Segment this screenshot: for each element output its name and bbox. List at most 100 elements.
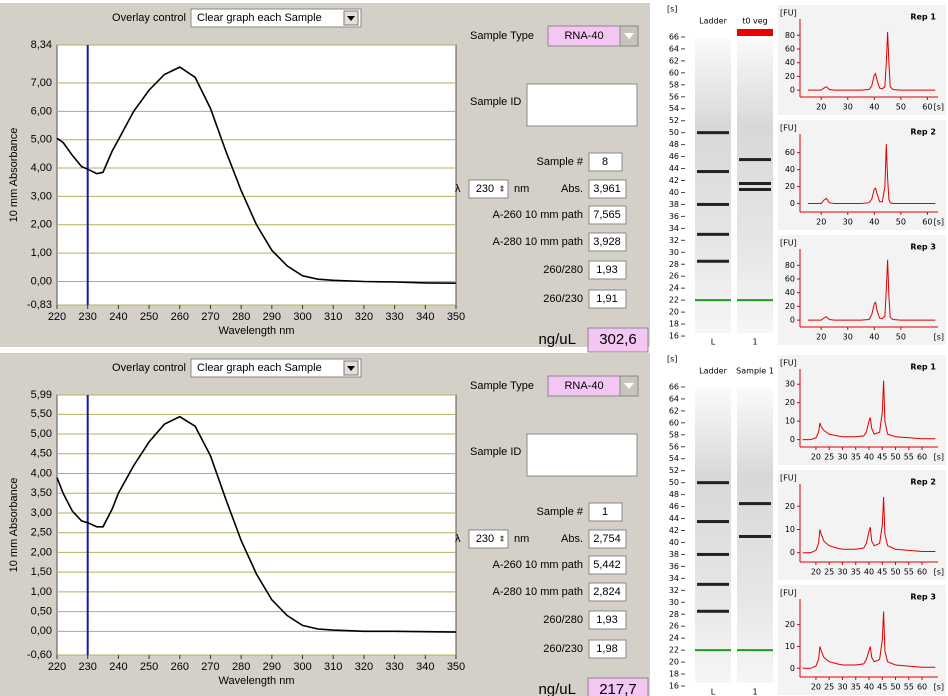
gel-tick-label: 24 [669, 284, 679, 293]
gel-band [739, 535, 771, 538]
sample-type-value: RNA-40 [564, 380, 603, 392]
lambda-value: 230 [476, 533, 494, 545]
trace-x-tick-label: 35 [851, 568, 861, 577]
trace-x-tick-label: 40 [869, 103, 879, 112]
trace-y-tick-label: 20 [785, 302, 795, 311]
trace-background [778, 235, 946, 345]
x-tick-label: 310 [324, 311, 342, 323]
trace-x-tick-label: 40 [869, 333, 879, 342]
gel-band [697, 610, 729, 613]
gel-tick-label: 62 [669, 406, 679, 415]
marker-band [737, 299, 773, 301]
gel-tick-label: 28 [669, 610, 679, 619]
marker-band [737, 649, 773, 651]
trace-y-unit: [FU] [780, 9, 797, 18]
gel-tick-label: 44 [669, 164, 679, 173]
trace-x-tick-label: 60 [922, 218, 932, 227]
ratio-280-value: 1,93 [596, 614, 617, 626]
trace-x-tick-label: 35 [851, 453, 861, 462]
lane-background [695, 38, 731, 333]
trace-y-tick-label: 0 [790, 435, 795, 444]
trace-x-tick-label: 50 [896, 333, 906, 342]
trace-x-tick-label: 25 [824, 568, 834, 577]
abs-label: Abs. [561, 533, 583, 545]
sample-id-field[interactable] [527, 434, 637, 476]
gel-tick-label: 62 [669, 56, 679, 65]
trace-y-tick-label: 60 [785, 45, 795, 54]
trace-x-unit: [s] [934, 333, 944, 342]
gel-tick-label: 56 [669, 442, 679, 451]
trace-x-tick-label: 30 [843, 333, 853, 342]
y-tick-label: -0,83 [27, 299, 52, 311]
trace-x-tick-label: 50 [890, 568, 900, 577]
trace-x-tick-label: 30 [837, 453, 847, 462]
x-tick-label: 270 [201, 311, 219, 323]
trace-y-tick-label: 30 [785, 380, 795, 389]
x-tick-label: 250 [140, 311, 158, 323]
gel-tick-label: 66 [669, 382, 679, 391]
trace-y-unit: [FU] [780, 239, 797, 248]
x-tick-label: 280 [232, 311, 250, 323]
trace-name: Rep 2 [910, 478, 936, 487]
y-tick-label: 3,00 [31, 507, 52, 519]
x-tick-label: 300 [293, 661, 311, 673]
gel-tick-label: 42 [669, 526, 679, 535]
sample-type-label: Sample Type [470, 380, 534, 392]
lane-name: Ladder [699, 17, 727, 26]
marker-band [695, 649, 731, 651]
overlay-label: Overlay control [112, 362, 186, 374]
trace-x-tick-label: 55 [904, 683, 914, 692]
lambda-value: 230 [476, 183, 494, 195]
gel-tick-label: 42 [669, 176, 679, 185]
trace-name: Rep 1 [910, 13, 936, 22]
gel-tick-label: 66 [669, 32, 679, 41]
x-tick-label: 330 [385, 311, 403, 323]
lambda-unit: nm [514, 183, 529, 195]
y-tick-label: 2,50 [31, 527, 52, 539]
a280-value: 2,824 [593, 586, 621, 598]
gel-tick-label: 48 [669, 140, 679, 149]
gel-band [697, 481, 729, 484]
lambda-unit: nm [514, 533, 529, 545]
gel-tick-label: 28 [669, 260, 679, 269]
lane-foot: L [711, 338, 716, 347]
gel-tick-label: 30 [669, 598, 679, 607]
trace-y-tick-label: 40 [785, 58, 795, 67]
trace-x-tick-label: 55 [904, 453, 914, 462]
ratio-280-label: 260/280 [543, 614, 583, 626]
y-tick-label: 0,00 [31, 275, 52, 287]
y-tick-label: 4,00 [31, 162, 52, 174]
gel-tick-label: 64 [669, 44, 679, 53]
ratio-280-label: 260/280 [543, 264, 583, 276]
trace-background [778, 585, 946, 695]
trace-y-tick-label: 40 [785, 165, 795, 174]
x-tick-label: 230 [79, 311, 97, 323]
y-tick-label: 0,00 [31, 625, 52, 637]
gel-tick-label: 20 [669, 308, 679, 317]
sample-no-value: 1 [602, 506, 608, 518]
gel-tick-label: 38 [669, 550, 679, 559]
gel-tick-label: 58 [669, 430, 679, 439]
trace-y-unit: [FU] [780, 474, 797, 483]
trace-background [778, 470, 946, 580]
trace-x-tick-label: 40 [864, 568, 874, 577]
lane-foot: 1 [752, 338, 757, 347]
trace-x-tick-label: 40 [864, 683, 874, 692]
trace-x-tick-label: 20 [816, 333, 826, 342]
x-tick-label: 350 [447, 311, 465, 323]
trace-x-tick-label: 20 [811, 568, 821, 577]
trace-y-tick-label: 10 [785, 642, 795, 651]
x-tick-label: 350 [447, 661, 465, 673]
trace-x-tick-label: 55 [904, 568, 914, 577]
gel-tick-label: 38 [669, 200, 679, 209]
trace-y-tick-label: 20 [785, 502, 795, 511]
sample-id-field[interactable] [527, 84, 637, 126]
overlay-label: Overlay control [112, 12, 186, 24]
gel-tick-label: 46 [669, 152, 679, 161]
trace-x-tick-label: 40 [869, 218, 879, 227]
trace-y-tick-label: 20 [785, 398, 795, 407]
trace-y-unit: [FU] [780, 359, 797, 368]
gel-tick-label: 54 [669, 454, 679, 463]
gel-tick-label: 22 [669, 296, 679, 305]
a280-label: A-280 10 mm path [493, 586, 584, 598]
